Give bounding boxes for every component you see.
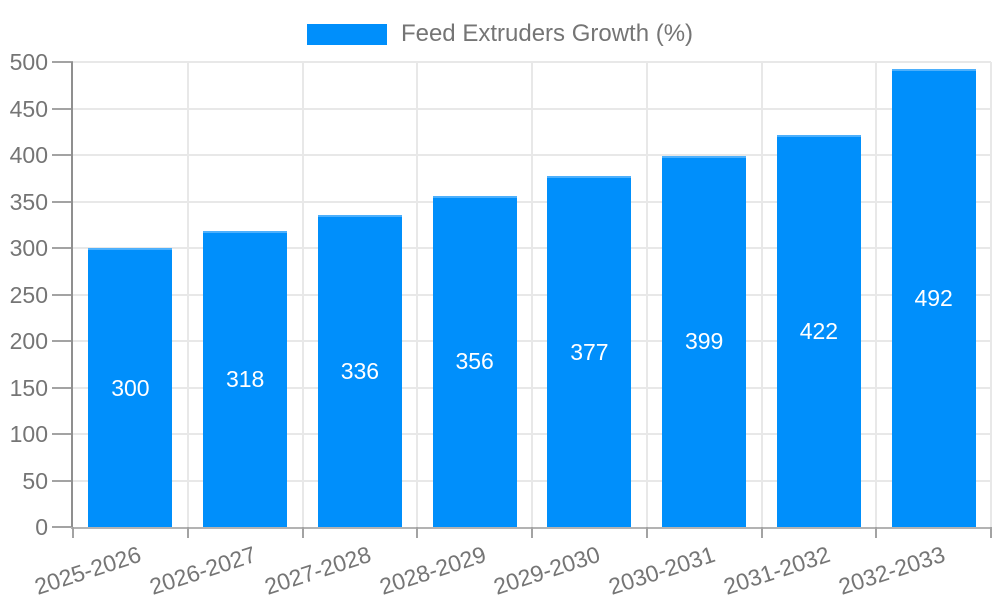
bar[interactable]: [88, 248, 173, 527]
y-axis-label: 150: [9, 374, 48, 401]
y-axis-tick: [52, 293, 73, 296]
x-axis-tick: [760, 527, 763, 538]
bar[interactable]: [317, 214, 402, 527]
x-axis-label: 2031-2032: [720, 541, 833, 600]
bar[interactable]: [432, 195, 517, 527]
y-axis-label: 100: [9, 420, 48, 447]
bar[interactable]: [662, 155, 747, 527]
bar-value-label: 377: [570, 338, 609, 365]
bar-value-label: 318: [225, 365, 265, 392]
bar-value-label: 422: [799, 317, 839, 344]
y-axis-tick: [52, 107, 73, 110]
gridline-vertical: [645, 62, 648, 527]
x-axis-label: 2027-2028: [261, 541, 374, 600]
gridline-vertical: [875, 62, 878, 527]
x-axis-label: 2029-2030: [490, 541, 604, 600]
chart-legend[interactable]: Feed Extruders Growth (%): [0, 22, 1000, 46]
bar-value-label: 399: [684, 328, 724, 355]
gridline-vertical: [531, 62, 533, 527]
bar-value-label: 336: [340, 357, 380, 384]
y-axis-label: 200: [9, 327, 48, 354]
y-axis-line: [71, 62, 73, 527]
gridline-vertical: [760, 62, 763, 527]
y-axis-tick: [52, 200, 73, 203]
legend-color-swatch: [306, 23, 387, 45]
gridline-vertical: [301, 62, 304, 527]
y-axis-tick: [52, 526, 73, 528]
bar[interactable]: [891, 69, 976, 527]
bar[interactable]: [776, 134, 861, 527]
y-axis-label: 350: [9, 188, 48, 215]
bar[interactable]: [203, 231, 288, 527]
x-axis-tick: [875, 527, 878, 538]
y-axis-label: 0: [35, 513, 48, 540]
x-axis-label: 2028-2029: [376, 541, 489, 600]
y-axis-label: 300: [9, 234, 48, 261]
x-axis-label: 2026-2027: [146, 541, 260, 600]
bar-value-label: 492: [914, 285, 953, 311]
x-axis-label: 2025-2026: [31, 541, 145, 600]
y-axis-tick: [52, 61, 73, 63]
gridline-vertical: [990, 62, 992, 527]
bar[interactable]: [547, 176, 632, 527]
x-axis-tick: [186, 527, 189, 538]
x-axis-tick: [645, 527, 648, 538]
y-axis-tick: [52, 386, 73, 389]
y-axis-tick: [52, 154, 73, 156]
y-axis-label: 500: [9, 48, 48, 75]
x-axis-tick: [416, 527, 419, 538]
x-axis-tick: [301, 527, 304, 538]
y-axis-label: 400: [9, 141, 48, 168]
x-axis-tick: [531, 527, 533, 538]
x-axis-label: 2032-2033: [835, 541, 948, 600]
x-axis-tick: [990, 527, 992, 538]
gridline-vertical: [186, 62, 189, 527]
gridline-vertical: [416, 62, 419, 527]
y-axis-tick: [52, 433, 73, 435]
y-axis-label: 450: [9, 95, 48, 122]
y-axis-tick: [52, 479, 73, 482]
legend-series-label: Feed Extruders Growth (%): [400, 20, 694, 47]
x-axis-tick: [72, 527, 74, 538]
bar-value-label: 356: [455, 348, 494, 375]
x-axis-label: 2030-2031: [605, 541, 719, 600]
y-axis-tick: [52, 340, 73, 342]
y-axis-label: 50: [22, 467, 48, 494]
y-axis-tick: [52, 247, 73, 249]
bar-value-label: 300: [111, 374, 150, 401]
y-axis-label: 250: [9, 281, 48, 308]
